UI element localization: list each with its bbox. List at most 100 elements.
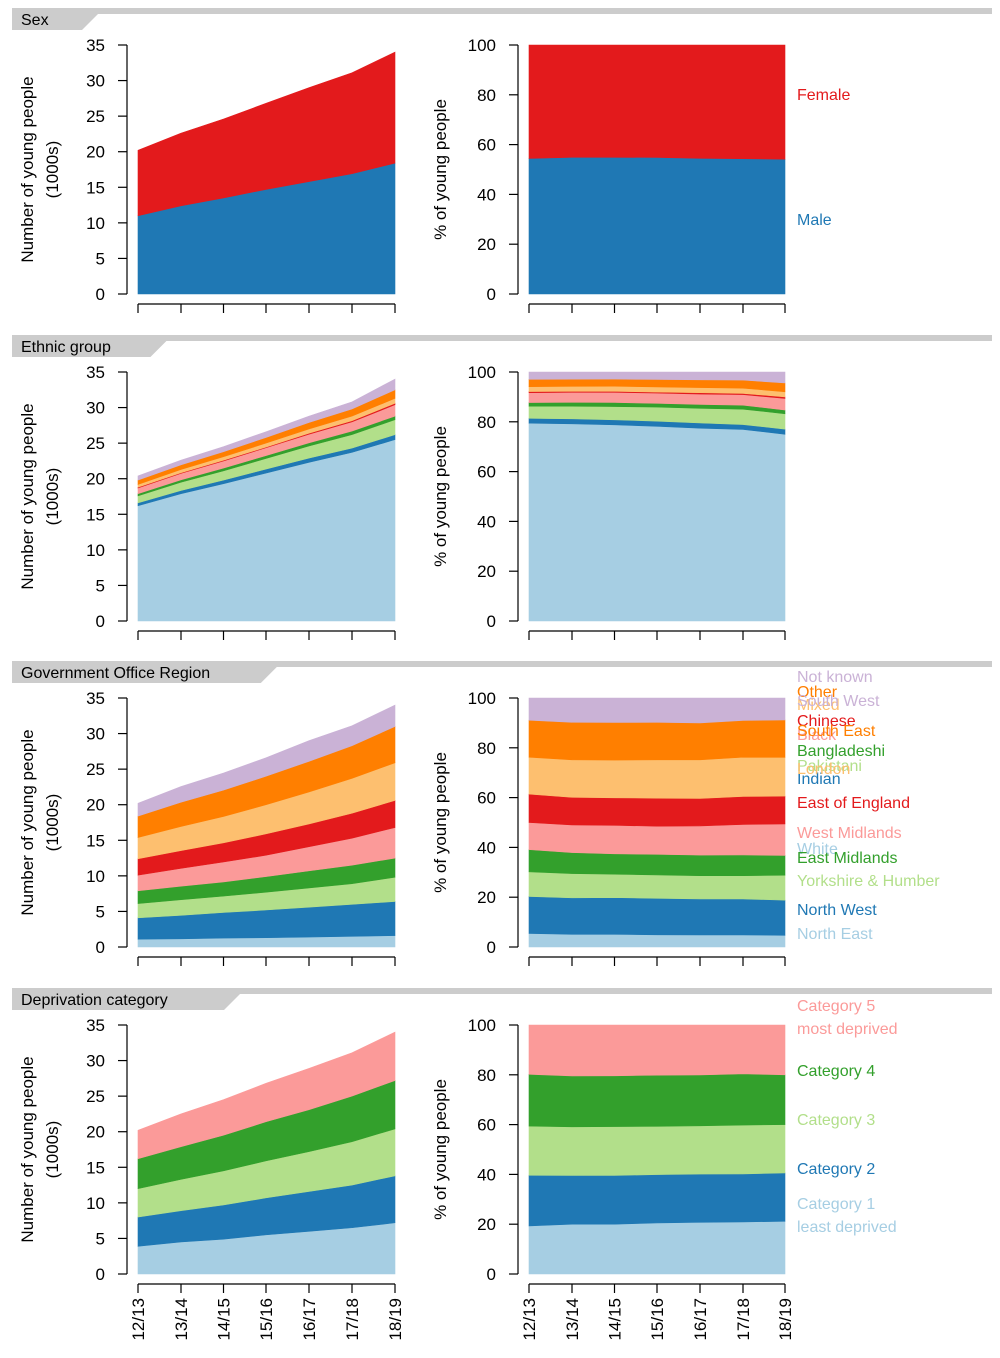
y-tick-label: 10 [86, 867, 105, 886]
y-tick-label: 35 [86, 1016, 105, 1035]
y-tick-label: 5 [96, 902, 105, 921]
y-tick-label: 100 [468, 1016, 496, 1035]
y-tick-label: 0 [487, 938, 496, 957]
y-tick-label: 60 [477, 136, 496, 155]
y-axis-title-units: (1000s) [43, 1121, 62, 1179]
y-tick-label: 20 [86, 470, 105, 489]
y-tick-label: 30 [86, 1052, 105, 1071]
section-title: Government Office Region [21, 665, 210, 682]
area-percent-london [528, 756, 786, 799]
y-tick-label: 40 [477, 1165, 496, 1184]
legend-label-black: Black [797, 727, 837, 744]
legend-label-london: London [797, 761, 850, 778]
area-percent-category-2 [528, 1172, 786, 1227]
legend-label-category-4: Category 4 [797, 1063, 875, 1080]
y-axis-title: Number of young people [18, 729, 37, 915]
y-tick-label: 0 [487, 285, 496, 304]
x-tick-label: 12/13 [520, 1298, 539, 1341]
legend-label-east-of-england: East of England [797, 795, 910, 812]
x-tick-label: 12/13 [129, 1298, 148, 1341]
legend-label-male: Male [797, 212, 832, 229]
y-axis-title-percent: % of young people [431, 426, 450, 567]
y-tick-label: 35 [86, 36, 105, 55]
legend-label-mixed: Mixed [797, 697, 840, 714]
y-tick-label: 35 [86, 363, 105, 382]
legend-label-category-1-least-deprived: Category 1 least deprived [797, 1196, 897, 1236]
section-tab [12, 661, 283, 683]
panel-deprivation-category: Deprivation category Category 1 least depr… [12, 988, 992, 1341]
y-tick-label: 20 [477, 1215, 496, 1234]
x-tick-label: 16/17 [300, 1298, 319, 1341]
y-tick-label: 25 [86, 1087, 105, 1106]
y-axis-title-units: (1000s) [43, 141, 62, 199]
section-divider [12, 335, 992, 341]
y-tick-label: 30 [86, 72, 105, 91]
legend-label-bangladeshi: Bangladeshi [797, 743, 885, 760]
area-percent-south-west [528, 697, 786, 724]
y-tick-label: 25 [86, 107, 105, 126]
y-axis-title-percent: % of young people [431, 99, 450, 240]
y-tick-label: 40 [477, 185, 496, 204]
y-tick-label: 15 [86, 178, 105, 197]
section-tab [12, 988, 246, 1010]
area-percent-category-3 [528, 1124, 786, 1176]
legend-label-pakistani: Pakistani [797, 758, 862, 775]
area-percent-category-4 [528, 1073, 786, 1128]
y-tick-label: 60 [477, 789, 496, 808]
legend-label-south-east: South East [797, 723, 876, 740]
y-axis-title-units: (1000s) [43, 794, 62, 852]
x-tick-label: 18/19 [386, 1298, 405, 1341]
x-tick-label: 16/17 [691, 1298, 710, 1341]
legend-label-chinese: Chinese [797, 713, 856, 730]
legend-label-north-east: North East [797, 926, 873, 943]
area-count-south-west [137, 704, 396, 817]
x-tick-label: 15/16 [257, 1298, 276, 1341]
y-axis-title: Number of young people [18, 1056, 37, 1242]
x-tick-label: 15/16 [648, 1298, 667, 1341]
panel-sex: Sex Male Female 0 5 10 15 20 25 30 35 0 20 40 60 80 100 N… [12, 8, 992, 313]
y-axis-title: Number of young people [18, 76, 37, 262]
section-divider [12, 988, 992, 994]
y-tick-label: 25 [86, 434, 105, 453]
area-percent-male [528, 157, 786, 295]
y-tick-label: 20 [86, 796, 105, 815]
area-percent-white [528, 422, 786, 622]
area-count-category-5-most-deprived [137, 1031, 396, 1160]
legend-label-north-west: North West [797, 902, 877, 919]
area-percent-north-east [528, 933, 786, 948]
x-tick-label: 13/14 [563, 1298, 582, 1341]
y-tick-label: 5 [96, 1229, 105, 1248]
legend-label-category-3: Category 3 [797, 1112, 875, 1129]
section-title: Sex [21, 12, 49, 29]
legend-label-indian: Indian [797, 771, 841, 788]
y-tick-label: 80 [477, 1066, 496, 1085]
legend-label-category-5-most-deprived: Category 5 most deprived [797, 998, 898, 1038]
section-divider [12, 661, 992, 667]
legend-label-white: White [797, 841, 838, 858]
x-tick-label: 14/15 [606, 1298, 625, 1341]
area-count-not-known [137, 378, 396, 481]
y-tick-label: 35 [86, 689, 105, 708]
legend-label-south-west: South West [797, 693, 880, 710]
y-tick-label: 0 [96, 1265, 105, 1284]
y-tick-label: 100 [468, 363, 496, 382]
y-tick-label: 100 [468, 689, 496, 708]
legend-label-category-2: Category 2 [797, 1161, 875, 1178]
section-title: Deprivation category [21, 992, 168, 1009]
y-tick-label: 20 [477, 562, 496, 581]
y-tick-label: 100 [468, 36, 496, 55]
y-axis-title-percent: % of young people [431, 752, 450, 893]
area-percent-female [528, 44, 786, 160]
y-tick-label: 5 [96, 576, 105, 595]
x-tick-label: 14/15 [215, 1298, 234, 1341]
area-percent-yorkshire-humber [528, 871, 786, 901]
y-tick-label: 10 [86, 214, 105, 233]
x-tick-label: 18/19 [776, 1298, 795, 1341]
y-tick-label: 20 [86, 143, 105, 162]
y-tick-label: 80 [477, 86, 496, 105]
y-tick-label: 40 [477, 512, 496, 531]
x-tick-label: 17/18 [343, 1298, 362, 1341]
panel-government-office-region: Government Office Region North East North … [12, 661, 992, 966]
y-tick-label: 20 [477, 235, 496, 254]
